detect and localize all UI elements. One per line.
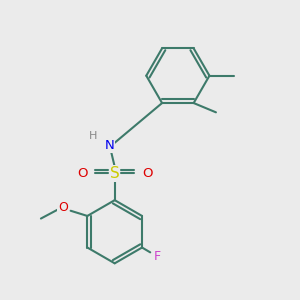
Text: N: N — [104, 139, 114, 152]
Text: S: S — [110, 166, 120, 181]
Text: O: O — [142, 167, 153, 180]
Text: O: O — [58, 201, 68, 214]
Text: H: H — [89, 131, 98, 141]
Text: F: F — [154, 250, 161, 262]
Text: O: O — [77, 167, 87, 180]
